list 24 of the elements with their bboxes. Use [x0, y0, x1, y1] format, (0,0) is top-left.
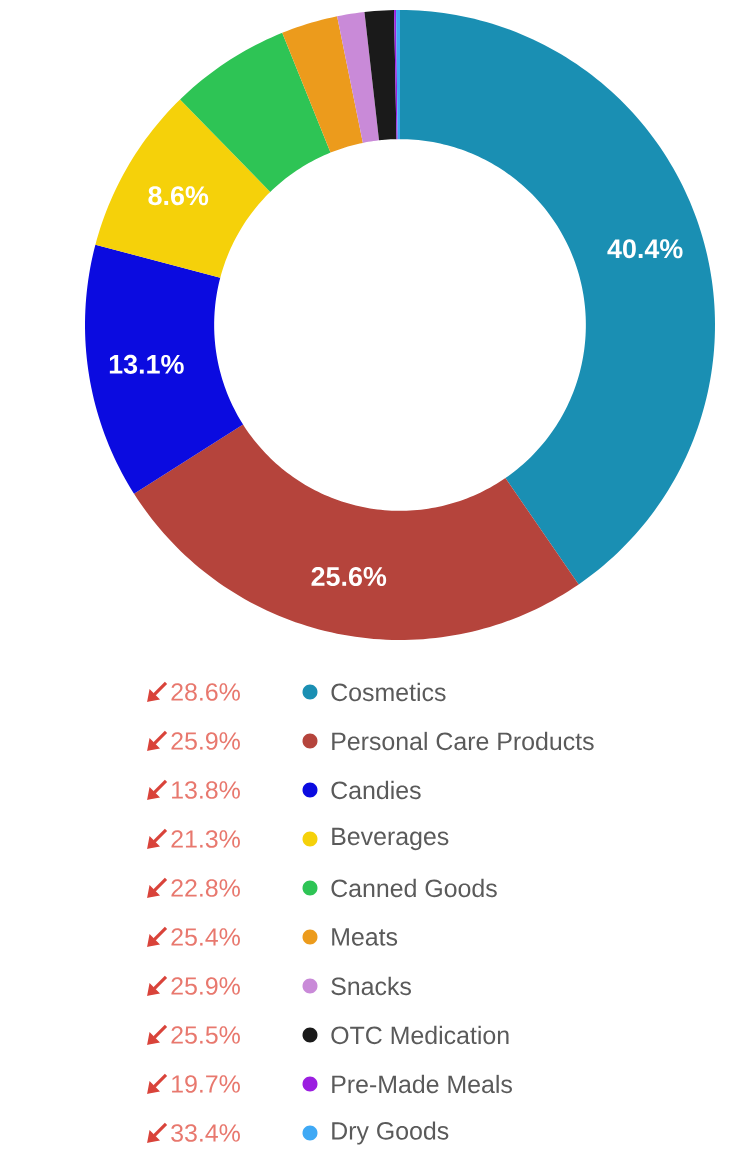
- text: 13.8%: [172, 781, 240, 799]
- text: 22.8%: [171, 879, 240, 897]
- legend-label: OTC Medication: [331, 1025, 509, 1045]
- text: 25.9%: [171, 977, 240, 995]
- legend-label: Cosmetics: [331, 682, 446, 702]
- legend-label: Canned Goods: [331, 878, 497, 898]
- legend-label: Pre-Made Meals: [332, 1074, 512, 1094]
- legend-label: Meats: [332, 928, 398, 946]
- data-label: 25.6%: [311, 567, 387, 587]
- legend-label: Dry Goods: [332, 1121, 449, 1145]
- legend-label: Beverages: [332, 827, 449, 851]
- text: 19.7%: [172, 1075, 240, 1093]
- legend-label: Candies: [331, 780, 421, 800]
- text: 25.5%: [171, 1026, 240, 1044]
- text: 25.4%: [171, 928, 240, 946]
- text: 25.9%: [171, 732, 240, 750]
- legend-label: Personal Care Products: [332, 731, 594, 751]
- text: 21.3%: [171, 830, 240, 848]
- text: 28.6%: [171, 683, 240, 701]
- legend-label: Snacks: [331, 976, 411, 996]
- text: 33.4%: [171, 1124, 240, 1142]
- data-label: 8.6%: [148, 186, 209, 206]
- data-label: 40.4%: [607, 239, 683, 259]
- data-label: 13.1%: [109, 354, 184, 374]
